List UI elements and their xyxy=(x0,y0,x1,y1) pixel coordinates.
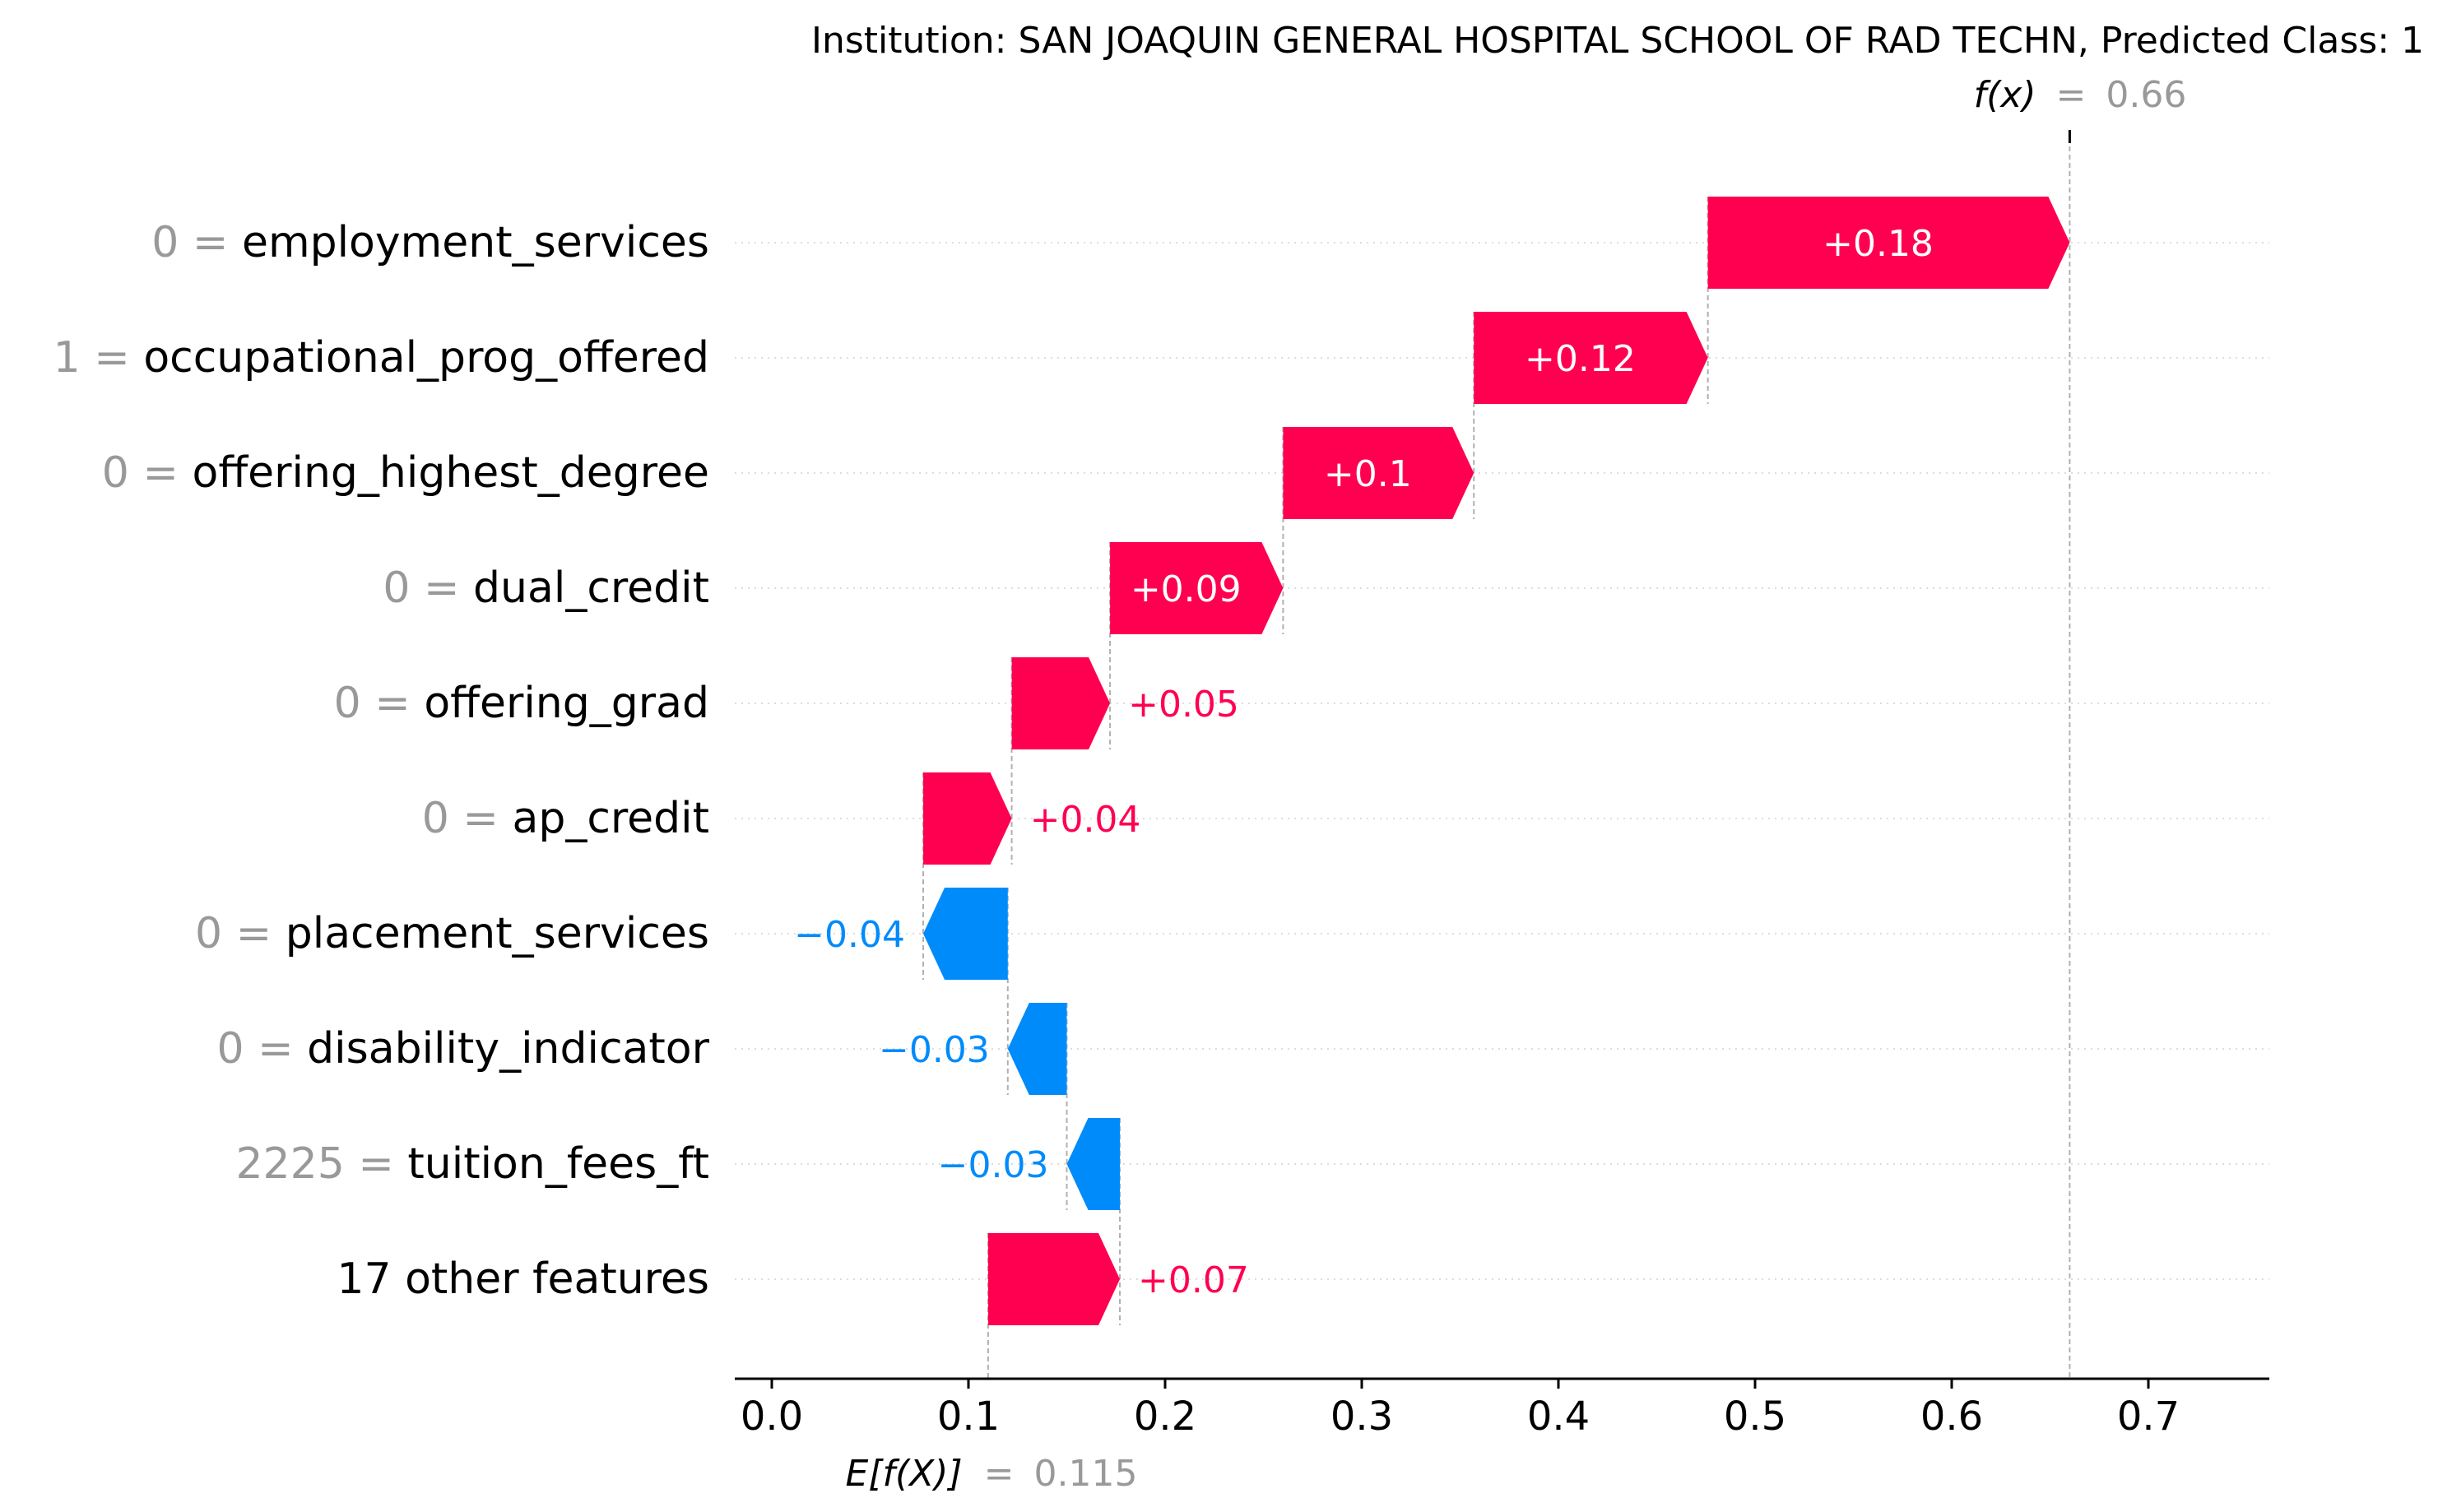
contribution-bar xyxy=(923,772,1012,865)
base-value: 0.115 xyxy=(1034,1453,1138,1495)
x-axis: 0.0 0.1 0.2 0.3 0.4 0.5 0.6 0.7 xyxy=(735,1377,2269,1440)
feature-name: 17 other features xyxy=(337,1255,709,1304)
feature-equals: = xyxy=(374,679,424,728)
bar-value-label: +0.04 xyxy=(1030,799,1141,841)
feature-value: 1 xyxy=(53,333,95,383)
feature-equals: = xyxy=(142,448,192,498)
feature-name: occupational_prog_offered xyxy=(143,333,709,383)
feature-name: tuition_fees_ft xyxy=(407,1139,709,1189)
feature-value: 0 xyxy=(422,794,463,843)
x-tick-label: 0.0 xyxy=(741,1394,803,1440)
base-value-annotation: E[f(X)] = 0.115 xyxy=(846,1453,1138,1495)
feature-value: 0 xyxy=(334,679,375,728)
bar-value-label: −0.03 xyxy=(938,1144,1049,1186)
base-annotation-text: E[f(X)] = 0.115 xyxy=(846,1453,1138,1495)
contribution-bars: +0.18 +0.12 +0.1 +0.09 +0.05 +0.04 −0.04 −0.03 −… xyxy=(794,197,2070,1325)
fx-equals: = xyxy=(2056,74,2087,116)
feature-label: 2225 = tuition_fees_ft xyxy=(235,1139,709,1189)
feature-name: offering_highest_degree xyxy=(193,448,710,498)
feature-labels: 0 = employment_services 1 = occupational_… xyxy=(53,218,710,1304)
feature-equals: = xyxy=(462,794,512,843)
feature-value: 0 xyxy=(102,448,143,498)
bar-value-label: +0.09 xyxy=(1131,568,1242,610)
x-tick-label: 0.3 xyxy=(1330,1394,1393,1440)
contribution-bar xyxy=(1110,542,1284,634)
x-tick-label: 0.2 xyxy=(1134,1394,1196,1440)
contribution-bar xyxy=(1011,657,1111,749)
feature-label: 0 = employment_services xyxy=(151,218,709,267)
x-tick-label: 0.7 xyxy=(2117,1394,2180,1440)
bar-value-label: +0.07 xyxy=(1138,1259,1249,1301)
feature-equals: = xyxy=(94,333,143,383)
chart-title: Institution: SAN JOAQUIN GENERAL HOSPITA… xyxy=(811,20,2424,62)
contribution-bar xyxy=(1283,427,1474,519)
feature-equals: = xyxy=(193,218,242,267)
bar-value-label: −0.04 xyxy=(794,914,905,956)
contribution-bar xyxy=(987,1233,1121,1325)
x-tick-label: 0.4 xyxy=(1527,1394,1590,1440)
bar-value-label: −0.03 xyxy=(879,1029,990,1071)
contribution-bar xyxy=(1007,1003,1067,1095)
feature-equals: = xyxy=(258,1024,307,1074)
feature-label: 0 = offering_grad xyxy=(334,679,709,728)
feature-value: 0 xyxy=(195,909,236,958)
feature-label: 0 = ap_credit xyxy=(422,794,709,843)
fx-value: 0.66 xyxy=(2106,74,2186,116)
base-equals: = xyxy=(984,1453,1015,1495)
feature-label: 17 other features xyxy=(337,1255,709,1304)
bar-value-label: +0.05 xyxy=(1128,684,1239,726)
feature-label: 0 = placement_services xyxy=(195,909,709,958)
contribution-bar xyxy=(1474,312,1708,404)
feature-label: 0 = dual_credit xyxy=(383,564,709,613)
feature-name: disability_indicator xyxy=(307,1024,709,1074)
feature-equals: = xyxy=(236,909,286,958)
feature-label: 0 = offering_highest_degree xyxy=(102,448,709,498)
fx-label: f(x) xyxy=(1974,74,2036,116)
feature-value: 2225 xyxy=(235,1139,358,1189)
feature-value: 0 xyxy=(151,218,193,267)
feature-name: placement_services xyxy=(286,909,709,958)
feature-name: ap_credit xyxy=(512,794,709,843)
feature-equals: = xyxy=(358,1139,407,1189)
contribution-bar xyxy=(1707,197,2070,289)
contribution-bar xyxy=(923,888,1008,980)
fx-annotation-text: f(x) = 0.66 xyxy=(1974,74,2187,116)
bar-value-label: +0.12 xyxy=(1525,338,1636,380)
feature-value: 0 xyxy=(216,1024,258,1074)
bar-value-label: +0.1 xyxy=(1324,453,1412,495)
feature-value: 0 xyxy=(383,564,424,613)
feature-name: offering_grad xyxy=(424,679,709,728)
x-tick-label: 0.6 xyxy=(1920,1394,1983,1440)
feature-label: 0 = disability_indicator xyxy=(216,1024,709,1074)
feature-name: employment_services xyxy=(242,218,709,267)
feature-label: 1 = occupational_prog_offered xyxy=(53,333,709,383)
x-tick-label: 0.5 xyxy=(1724,1394,1786,1440)
feature-equals: = xyxy=(424,564,473,613)
bar-value-label: +0.18 xyxy=(1823,223,1934,265)
contribution-bar xyxy=(1066,1118,1121,1210)
fx-annotation: f(x) = 0.66 xyxy=(1974,74,2187,116)
x-tick-label: 0.1 xyxy=(937,1394,1000,1440)
feature-name: dual_credit xyxy=(473,564,709,613)
base-label: E[f(X)] xyxy=(846,1453,963,1495)
